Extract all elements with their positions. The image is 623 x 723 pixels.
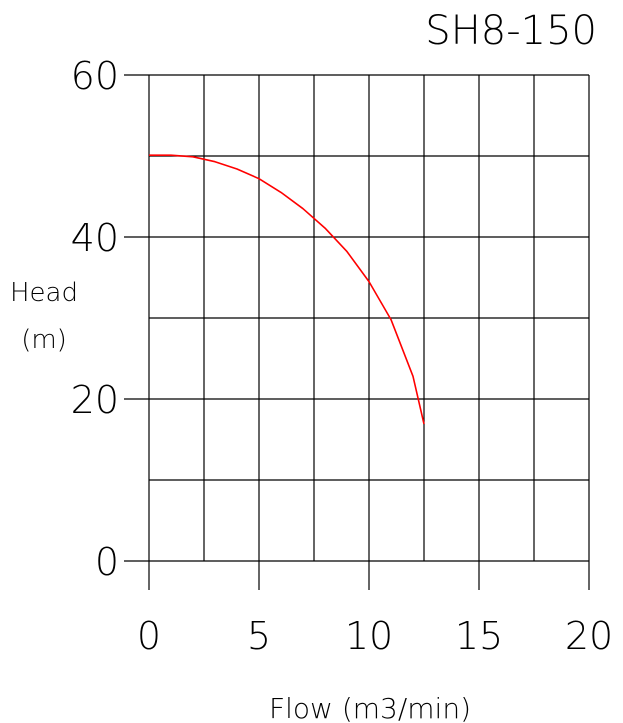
x-tick-label-3: 15 xyxy=(455,614,503,658)
series-layer xyxy=(149,154,425,425)
y-axis-label-line2: (m) xyxy=(21,325,67,355)
x-axis-label: Flow (m3/min) xyxy=(269,692,471,723)
x-tick-label-2: 10 xyxy=(345,614,393,658)
y-tick-label-2: 40 xyxy=(71,216,119,260)
y-tick-label-0: 0 xyxy=(95,540,119,584)
y-tick-label-3: 60 xyxy=(71,54,119,98)
x-tick-label-1: 5 xyxy=(247,614,271,658)
x-tick-label-4: 20 xyxy=(565,614,613,658)
tick-labels: 0 20 40 60 0 5 10 15 20 xyxy=(71,54,614,658)
y-axis-label-line1: Head xyxy=(10,278,78,308)
x-tick-label-0: 0 xyxy=(137,614,161,658)
axes xyxy=(124,74,590,590)
y-tick-label-1: 20 xyxy=(71,378,119,422)
series-line-0 xyxy=(149,154,425,425)
grid xyxy=(148,74,590,562)
chart-title: SH8-150 xyxy=(425,8,597,54)
